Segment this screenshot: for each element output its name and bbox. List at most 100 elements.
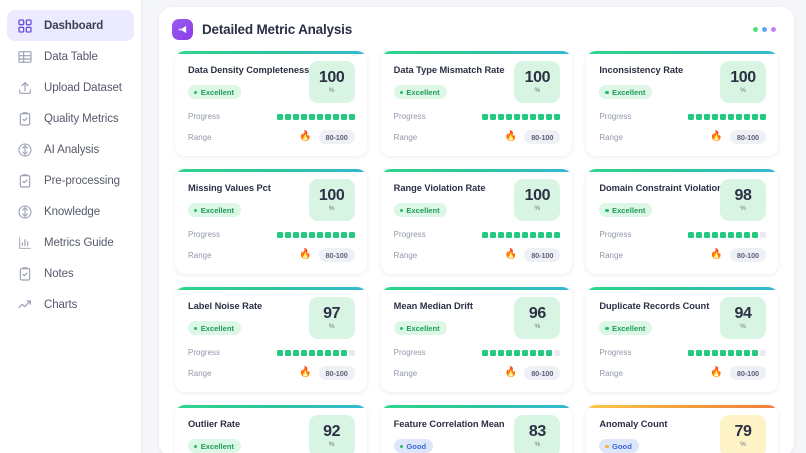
progress-label: Progress: [599, 348, 632, 357]
metric-card[interactable]: Data Type Mismatch Rate Excellent 100% Prog…: [380, 51, 573, 156]
sidebar-item-label: Dashboard: [44, 19, 104, 32]
metric-card[interactable]: Duplicate Records Count Excellent 94% Progr…: [586, 287, 778, 392]
range-row: Range 🔥 80-100: [599, 366, 766, 380]
sidebar-item-ai-analysis[interactable]: AI Analysis: [7, 134, 134, 165]
progress-segments: [688, 231, 766, 238]
range-value-group: 🔥 80-100: [299, 366, 355, 380]
status-dot-icon: [194, 326, 198, 330]
menu-dot-1: [753, 26, 758, 32]
status-badge: Excellent: [393, 85, 447, 100]
sidebar-item-quality-metrics[interactable]: Quality Metrics: [7, 103, 134, 134]
sidebar-item-pre-processing[interactable]: Pre-processing: [7, 165, 134, 196]
progress-bar: [482, 231, 561, 238]
sidebar: Dashboard Data Table Upload Dataset Quality…: [0, 0, 141, 453]
sidebar-item-knowledge[interactable]: Knowledge: [7, 196, 134, 227]
score-unit: %: [534, 86, 541, 94]
progress-segment: [720, 349, 726, 356]
card-header: Feature Correlation Mean Good 83%: [393, 415, 561, 453]
status-dot-icon: [194, 90, 198, 94]
progress-segment: [752, 349, 758, 356]
progress-label: Progress: [393, 348, 426, 357]
card-accent-bar: [175, 169, 367, 172]
range-pill: 80-100: [524, 248, 561, 262]
metric-card[interactable]: Outlier RateExcellent92%ProgressRange🔥80…: [175, 405, 367, 453]
sidebar-item-label: AI Analysis: [44, 143, 100, 156]
metric-card[interactable]: Feature Correlation MeanGood83%ProgressR…: [380, 405, 573, 453]
progress-segment: [482, 231, 489, 238]
card-header: Data Type Mismatch Rate Excellent 100%: [393, 61, 561, 103]
card-header: Mean Median Drift Excellent 96%: [393, 297, 561, 339]
score-value: 100: [318, 186, 345, 204]
progress-segment: [498, 113, 505, 120]
metric-card[interactable]: Domain Constraint Violations Excellent 98%…: [586, 169, 778, 274]
progress-label: Progress: [188, 112, 221, 121]
progress-segment: [760, 113, 766, 120]
progress-segment: [752, 113, 758, 120]
progress-segment: [720, 231, 726, 238]
metric-card[interactable]: Data Density Completeness Excellent 100% Pr…: [175, 51, 367, 156]
metric-card[interactable]: Label Noise Rate Excellent 97% Progress Rang…: [175, 287, 367, 392]
status-dot-icon: [605, 90, 609, 94]
status-dot-icon: [399, 90, 403, 94]
progress-segment: [316, 231, 323, 238]
score-value: 92: [323, 422, 341, 440]
range-pill: 80-100: [318, 248, 355, 262]
card-header: Anomaly Count Good 79%: [599, 415, 766, 453]
score-box: 83%: [514, 415, 561, 453]
metric-card[interactable]: Inconsistency Rate Excellent 100% Progress R…: [586, 51, 778, 156]
progress-label: Progress: [599, 230, 632, 239]
sidebar-item-notes[interactable]: Notes: [7, 258, 134, 289]
progress-segment: [696, 349, 702, 356]
progress-segment: [522, 231, 529, 238]
metric-title: Mean Median Drift: [393, 301, 473, 311]
metric-card[interactable]: Mean Median Drift Excellent 96% Progress Ran…: [380, 287, 573, 392]
card-info: Domain Constraint Violations Excellent: [599, 181, 728, 218]
progress-segment: [728, 113, 734, 120]
sidebar-item-charts[interactable]: Charts: [7, 289, 134, 320]
card-info: Inconsistency Rate Excellent: [599, 63, 720, 100]
sidebar-item-metrics-guide[interactable]: Metrics Guide: [7, 227, 134, 258]
brain-icon: [16, 203, 33, 220]
sidebar-item-data-table[interactable]: Data Table: [7, 41, 134, 72]
score-unit: %: [740, 322, 746, 330]
menu-dot-3: [771, 26, 776, 32]
sidebar-item-dashboard[interactable]: Dashboard: [7, 10, 134, 41]
progress-segment: [514, 231, 521, 238]
range-pill: 80-100: [729, 248, 766, 262]
progress-segment: [712, 231, 718, 238]
progress-segment: [506, 231, 513, 238]
progress-bar: [688, 349, 766, 356]
sidebar-item-upload-dataset[interactable]: Upload Dataset: [7, 72, 134, 103]
range-value-group: 🔥 80-100: [710, 130, 766, 144]
range-label: Range: [599, 368, 623, 378]
progress-segment: [348, 349, 355, 356]
status-dot-icon: [605, 208, 609, 212]
metric-card[interactable]: Range Violation Rate Excellent 100% Progres…: [380, 169, 573, 274]
metric-card[interactable]: Missing Values Pct Excellent 100% Progress R…: [175, 169, 367, 274]
progress-segment: [514, 113, 521, 120]
progress-segment: [348, 113, 355, 120]
more-options-icon[interactable]: [753, 26, 776, 32]
progress-segments: [482, 231, 561, 238]
progress-segment: [712, 349, 718, 356]
card-info: Mean Median Drift Excellent: [393, 299, 515, 336]
progress-segment: [300, 349, 307, 356]
card-header: Missing Values Pct Excellent 100%: [188, 179, 355, 221]
progress-segment: [688, 113, 694, 120]
progress-segment: [324, 231, 331, 238]
progress-segment: [332, 231, 339, 238]
score-value: 100: [730, 68, 756, 86]
progress-segments: [688, 113, 766, 120]
status-label: Excellent: [200, 441, 235, 451]
progress-segment: [728, 349, 734, 356]
progress-row: Progress: [599, 112, 766, 121]
score-unit: %: [534, 322, 541, 330]
progress-segment: [332, 349, 339, 356]
progress-segment: [284, 349, 291, 356]
sidebar-item-label: Knowledge: [44, 205, 101, 218]
status-badge: Excellent: [188, 439, 242, 453]
card-info: Feature Correlation Mean Good: [393, 417, 515, 453]
score-box: 100%: [514, 179, 561, 221]
range-pill: 80-100: [524, 130, 561, 144]
